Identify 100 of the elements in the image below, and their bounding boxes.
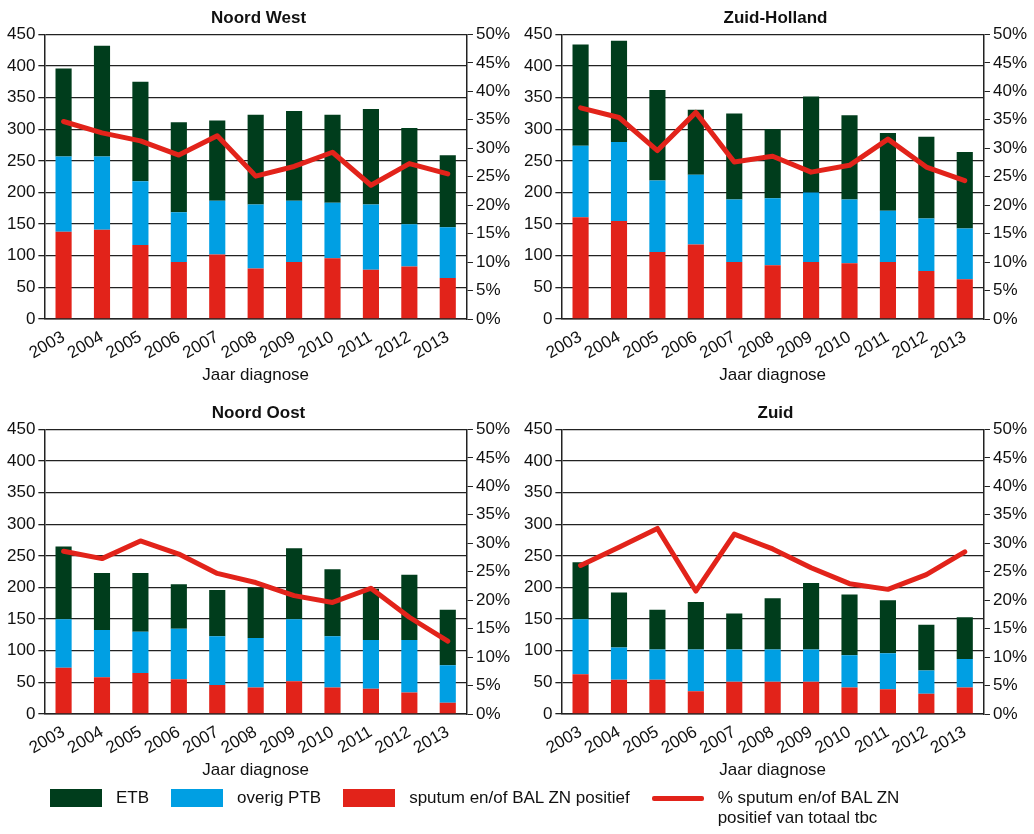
y-tick-label: 250 <box>523 545 553 565</box>
bar <box>439 609 456 666</box>
bar <box>324 569 341 637</box>
bar <box>918 270 935 319</box>
y2-tick-label: 30% <box>475 532 511 552</box>
bar <box>324 114 341 203</box>
bar <box>610 647 628 680</box>
y2-tick-label: 20% <box>475 194 511 214</box>
y-tick-label: 300 <box>6 513 36 533</box>
bar <box>610 220 628 319</box>
y-tick-label: 300 <box>523 118 553 138</box>
y-tick-label: 50 <box>533 672 553 692</box>
bar <box>726 649 743 682</box>
y2-tick-label: 0% <box>475 703 501 723</box>
y2-tick-label: 50% <box>992 419 1028 439</box>
y2-tick-label: 45% <box>475 447 511 467</box>
y2-tick-label: 10% <box>475 251 511 271</box>
bar <box>879 600 896 654</box>
bar <box>726 262 743 319</box>
y-tick-label: 100 <box>523 640 553 660</box>
bar <box>572 217 589 319</box>
bar <box>649 679 666 714</box>
y-tick-label: 350 <box>6 482 36 502</box>
bar <box>956 279 973 319</box>
y2-tick-label: 50% <box>992 24 1028 44</box>
y-tick-label: 150 <box>523 608 553 628</box>
bar <box>610 141 628 221</box>
y-tick-label: 450 <box>523 24 553 44</box>
bar <box>687 691 704 714</box>
bar <box>324 258 341 319</box>
bar <box>324 687 341 714</box>
bar <box>55 68 72 157</box>
bar <box>764 598 781 650</box>
y-tick-label: 0 <box>25 308 36 328</box>
bar <box>170 628 187 680</box>
bar <box>170 122 187 213</box>
bar <box>93 677 111 714</box>
y2-tick-label: 10% <box>992 646 1028 666</box>
bar <box>55 156 72 232</box>
y2-tick-label: 10% <box>475 646 511 666</box>
y2-tick-label: 35% <box>475 504 511 524</box>
y-tick-label: 250 <box>6 150 36 170</box>
bar <box>803 649 820 682</box>
legend-label: ETB <box>116 788 150 808</box>
bar <box>439 227 456 278</box>
bar <box>439 665 456 703</box>
y2-tick-label: 15% <box>992 223 1028 243</box>
bar <box>401 224 418 267</box>
bar <box>247 114 264 205</box>
bar <box>55 546 72 620</box>
bar <box>209 200 226 255</box>
bar <box>841 594 858 656</box>
bar <box>879 689 896 714</box>
y2-tick-label: 35% <box>992 109 1028 129</box>
bar <box>841 655 858 688</box>
bar <box>879 210 896 263</box>
bar <box>803 583 820 650</box>
bar <box>610 592 628 648</box>
y2-tick-label: 30% <box>992 137 1028 157</box>
y2-tick-label: 0% <box>992 308 1018 328</box>
y-tick-label: 400 <box>6 55 36 75</box>
y-tick-label: 450 <box>6 419 36 439</box>
x-tick-label: 2011 <box>851 721 893 757</box>
bar <box>803 262 820 319</box>
y-tick-label: 350 <box>523 87 553 107</box>
bar <box>439 702 456 714</box>
bar <box>286 681 303 714</box>
bar <box>286 619 303 682</box>
bar <box>247 268 264 319</box>
y-tick-label: 400 <box>523 450 553 470</box>
bar <box>247 204 264 269</box>
bar <box>879 262 896 319</box>
bar <box>841 687 858 714</box>
legend-label: sputum en/of BAL ZN positief <box>409 788 630 808</box>
y-tick-label: 50 <box>16 277 36 297</box>
y-tick-label: 150 <box>523 213 553 233</box>
bar <box>918 693 935 714</box>
bar <box>286 200 303 263</box>
y-tick-label: 0 <box>542 703 553 723</box>
y2-tick-label: 15% <box>475 223 511 243</box>
bar <box>93 156 111 230</box>
y-tick-label: 350 <box>523 482 553 502</box>
y-tick-label: 0 <box>542 308 553 328</box>
y2-tick-label: 40% <box>992 81 1028 101</box>
y-tick-label: 50 <box>16 672 36 692</box>
bar <box>956 617 973 659</box>
bar <box>726 613 743 650</box>
bar <box>362 109 379 205</box>
x-axis-title: Jaar diagnose <box>202 365 310 385</box>
bar <box>764 265 781 319</box>
y-tick-label: 100 <box>6 245 36 265</box>
x-tick-label: 2011 <box>851 326 893 362</box>
bar <box>764 649 781 682</box>
bar <box>209 684 226 714</box>
y2-tick-label: 5% <box>475 280 501 300</box>
y-tick-label: 200 <box>523 182 553 202</box>
y-tick-label: 50 <box>533 277 553 297</box>
bar <box>649 609 666 650</box>
bar <box>764 198 781 266</box>
bar <box>247 687 264 714</box>
